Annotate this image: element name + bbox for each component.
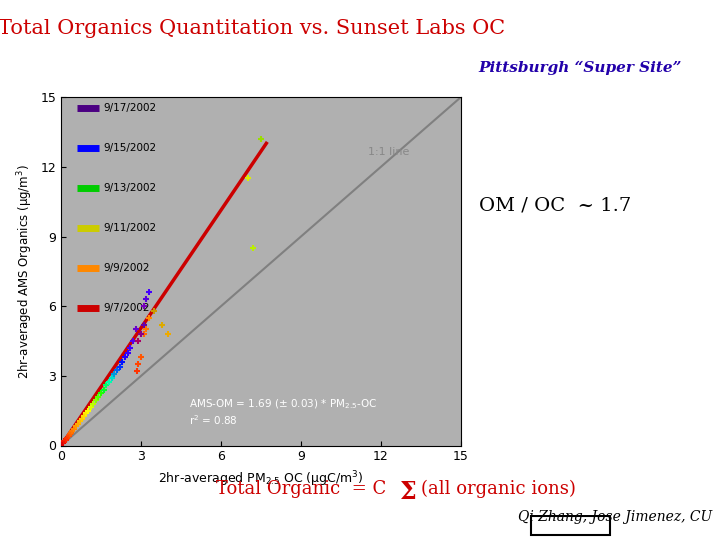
Text: AMS-OM = 1.69 (± 0.03) * PM$_{2.5}$-OC
r$^2$ = 0.88: AMS-OM = 1.69 (± 0.03) * PM$_{2.5}$-OC r… — [189, 397, 377, 427]
Text: OM / OC  ~ 1.7: OM / OC ~ 1.7 — [479, 196, 631, 214]
X-axis label: 2hr-averaged PM$_{2.5}$ OC (μgC/m$^3$): 2hr-averaged PM$_{2.5}$ OC (μgC/m$^3$) — [158, 469, 364, 489]
Text: Σ: Σ — [400, 481, 416, 504]
Text: Pittsburgh “Super Site”: Pittsburgh “Super Site” — [479, 60, 682, 75]
Text: Qi Zhang, Jose Jimenez, CU: Qi Zhang, Jose Jimenez, CU — [518, 510, 713, 524]
Text: 9/13/2002: 9/13/2002 — [103, 183, 156, 193]
Text: 9/9/2002: 9/9/2002 — [103, 263, 150, 273]
Text: (all organic ions): (all organic ions) — [421, 480, 576, 498]
Text: Total Organics Quantitation vs. Sunset Labs OC: Total Organics Quantitation vs. Sunset L… — [0, 19, 505, 38]
Text: 9/15/2002: 9/15/2002 — [103, 143, 156, 153]
Text: 9/7/2002: 9/7/2002 — [103, 303, 150, 313]
Y-axis label: 2hr-averaged AMS Organics (μg/m$^3$): 2hr-averaged AMS Organics (μg/m$^3$) — [15, 164, 35, 379]
Bar — [531, 516, 611, 536]
Text: 1:1 line: 1:1 line — [368, 147, 409, 157]
Text: 9/17/2002: 9/17/2002 — [103, 103, 156, 113]
Text: 9/11/2002: 9/11/2002 — [103, 223, 156, 233]
Text: Total Organic  = C: Total Organic = C — [216, 480, 392, 498]
